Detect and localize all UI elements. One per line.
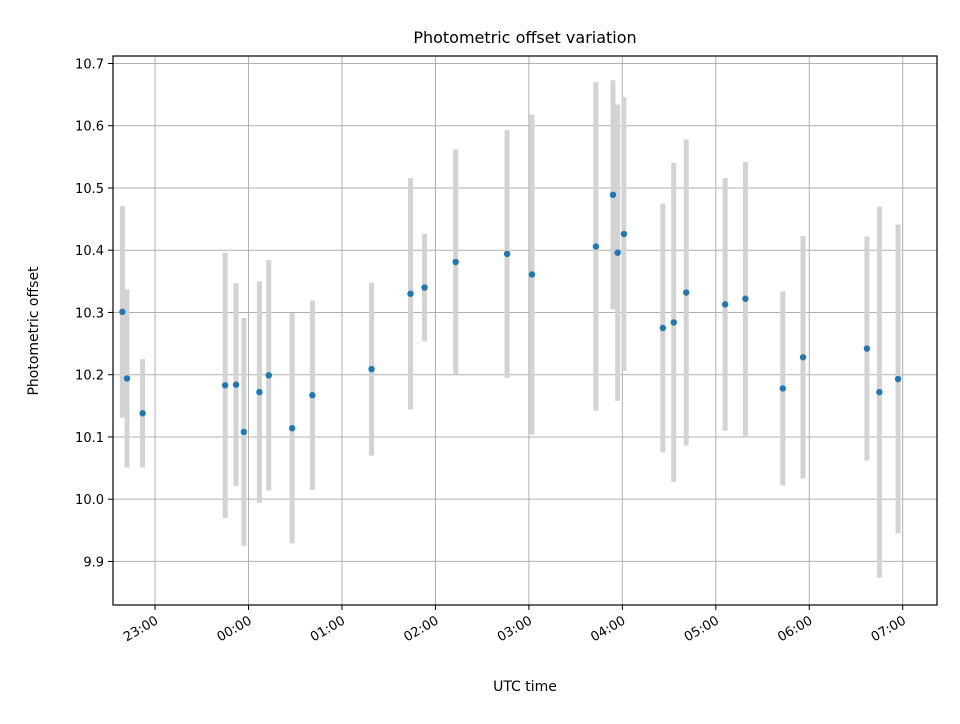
data-point xyxy=(620,230,628,238)
data-point xyxy=(421,284,428,291)
y-tick-label: 10.1 xyxy=(75,431,104,446)
data-point xyxy=(123,375,131,382)
data-point xyxy=(799,354,807,361)
data-point xyxy=(452,258,459,266)
data-point xyxy=(863,345,871,352)
y-axis-label: Photometric offset xyxy=(26,266,42,396)
data-points xyxy=(119,191,902,436)
data-point xyxy=(221,382,229,389)
data-point xyxy=(779,385,786,392)
y-tick-label: 10.2 xyxy=(75,369,104,384)
grid xyxy=(113,56,937,605)
data-point xyxy=(721,301,729,308)
data-point xyxy=(894,375,902,383)
data-point xyxy=(119,308,126,316)
y-tick-label: 10.5 xyxy=(75,182,104,197)
data-point xyxy=(659,324,667,332)
x-axis-label: UTC time xyxy=(493,679,557,695)
chart-title: Photometric offset variation xyxy=(413,28,636,47)
data-point xyxy=(742,295,749,302)
data-point xyxy=(288,425,296,432)
data-point xyxy=(309,392,316,399)
y-tick-label: 10.3 xyxy=(75,306,104,321)
data-point xyxy=(528,271,536,278)
data-point xyxy=(614,249,621,256)
data-point xyxy=(232,381,240,388)
data-point xyxy=(876,388,883,396)
y-tick-label: 10.4 xyxy=(75,244,104,259)
y-tick-label: 9.9 xyxy=(83,555,104,570)
y-tick-label: 10.7 xyxy=(75,57,104,72)
data-point xyxy=(592,243,600,250)
y-tick-label: 10.0 xyxy=(75,493,104,508)
y-axis-ticks: 9.9 10.0 10.1 10.2 10.3 10.4 10.5 10.6 10.7 xyxy=(75,57,113,570)
data-point xyxy=(368,365,375,373)
data-point xyxy=(407,290,414,297)
data-point xyxy=(240,428,248,436)
data-point xyxy=(609,191,617,199)
plot-frame xyxy=(112,55,938,606)
data-point xyxy=(139,410,146,417)
data-point xyxy=(670,319,677,326)
data-point xyxy=(265,372,272,379)
data-point xyxy=(256,388,263,396)
data-point xyxy=(683,289,690,296)
data-point xyxy=(503,250,511,258)
y-tick-label: 10.6 xyxy=(75,120,104,135)
